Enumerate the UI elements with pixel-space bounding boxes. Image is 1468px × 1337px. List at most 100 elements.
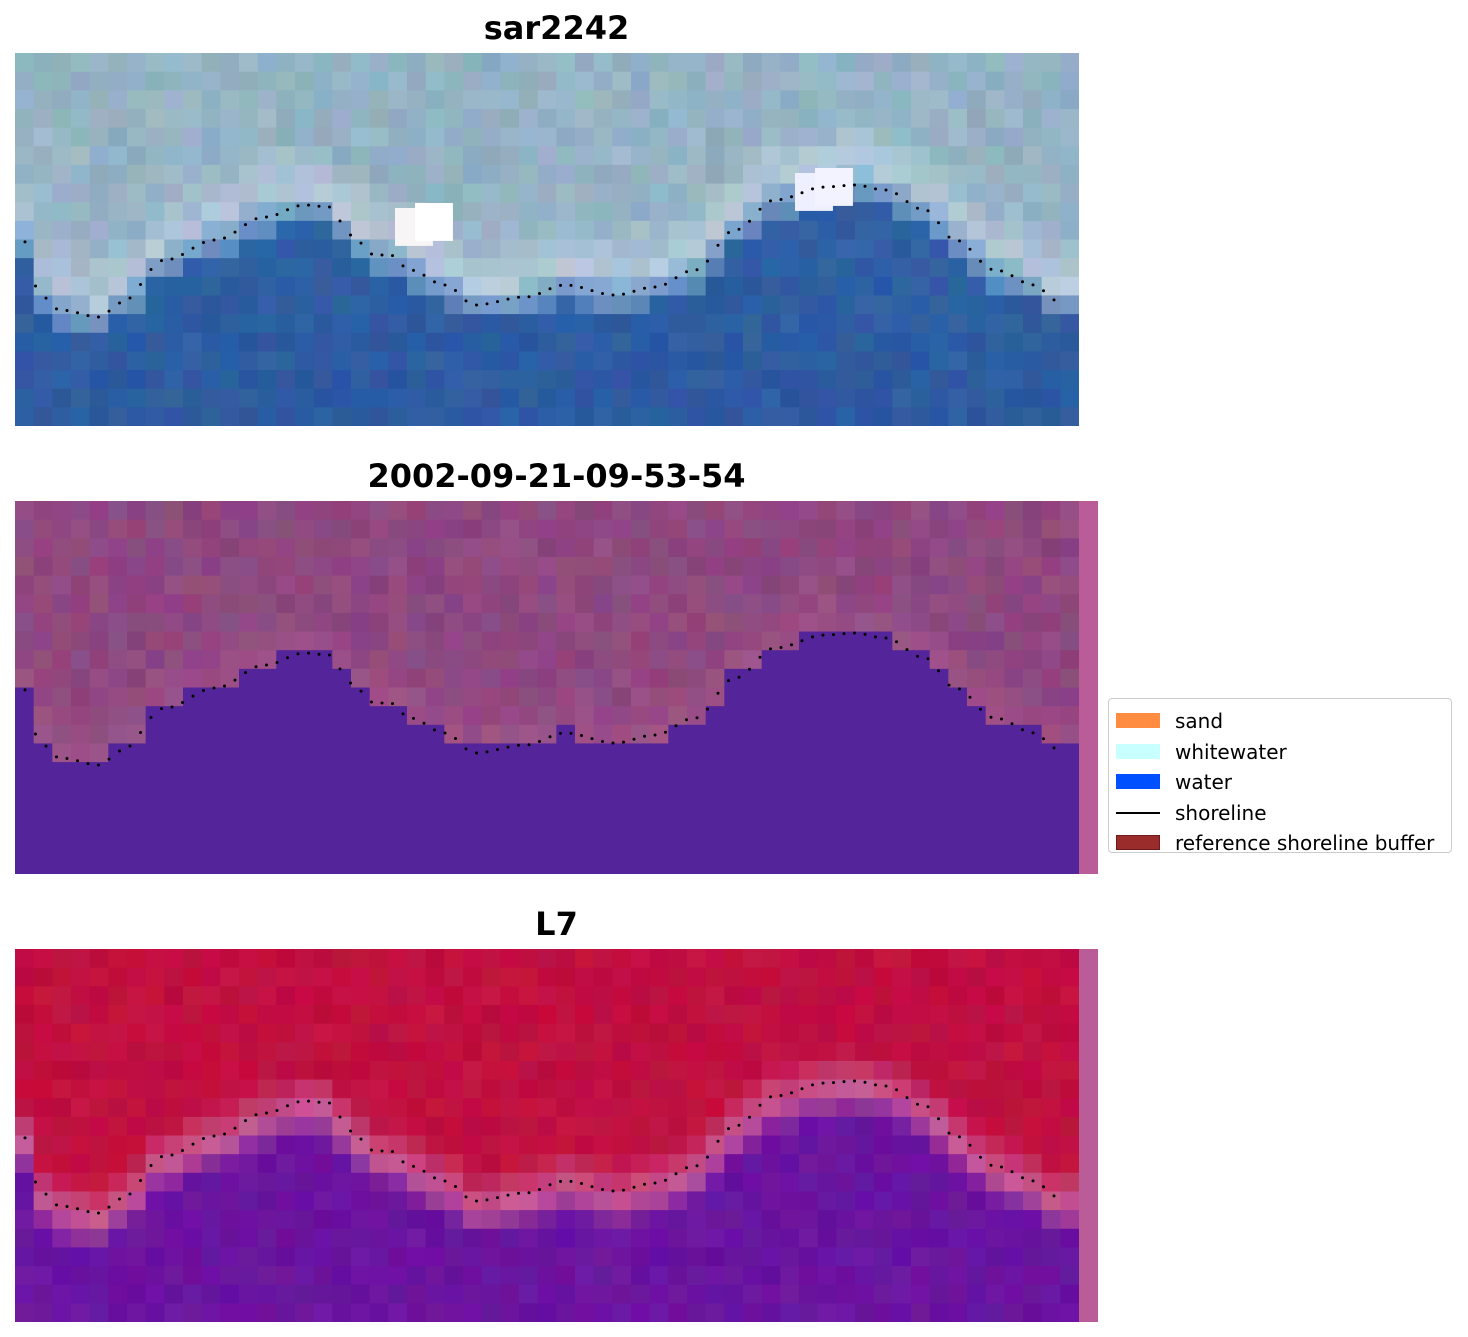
shoreline-dot (223, 236, 226, 240)
shoreline-dot (349, 233, 352, 237)
shoreline-dot (716, 691, 720, 695)
shoreline-dot (769, 647, 772, 651)
shoreline-dot (496, 1196, 499, 1200)
shoreline-dot (947, 1131, 951, 1135)
shoreline-dot (44, 744, 48, 748)
shoreline-dot (842, 1080, 846, 1084)
shoreline-dot (1021, 728, 1024, 732)
shoreline-dot (181, 253, 184, 256)
shoreline-dot (254, 217, 258, 221)
shoreline-dot (937, 1117, 940, 1121)
shoreline-dot (643, 1182, 646, 1186)
shoreline-dot (149, 1164, 153, 1167)
shoreline-dot (433, 280, 436, 284)
shoreline-dot (622, 1188, 625, 1192)
shoreline-dot (275, 213, 279, 216)
shoreline-dot (160, 1155, 163, 1159)
shoreline-dot (590, 737, 594, 741)
shoreline-dot (328, 653, 331, 657)
shoreline-dot (790, 195, 793, 199)
shoreline-dot (1031, 1179, 1035, 1183)
shoreline-dot (286, 1104, 289, 1108)
shoreline-dot (601, 740, 604, 743)
shoreline-dot (622, 740, 625, 744)
shoreline-dot (895, 192, 898, 196)
shoreline-dot (538, 740, 541, 743)
shoreline-dot (737, 1123, 741, 1127)
shoreline-dot (464, 747, 468, 751)
legend-item-whitewater: whitewater (1109, 736, 1451, 767)
shoreline-dot (454, 1185, 457, 1188)
shoreline-dot (548, 287, 552, 291)
shoreline-dot (674, 276, 678, 280)
shoreline-dot (1031, 731, 1035, 735)
shoreline-dots (23, 183, 1056, 319)
shoreline-dot (884, 188, 888, 192)
shoreline-dot (842, 632, 846, 636)
shoreline-dot (559, 731, 562, 735)
shoreline-dot (905, 648, 909, 652)
reference-buffer-strip (1079, 949, 1098, 1322)
legend-item-sand: sand (1109, 705, 1451, 736)
shoreline-dot (128, 1192, 132, 1196)
shoreline-dot (128, 744, 132, 748)
legend-item-shoreline: shoreline (1109, 797, 1451, 828)
shoreline-dot (821, 185, 825, 189)
shoreline-dot (338, 667, 342, 671)
legend-item-water: water (1109, 766, 1451, 797)
shoreline-dot (233, 678, 237, 682)
shoreline-dot (779, 1094, 783, 1097)
shoreline-dot (139, 1179, 142, 1182)
shoreline-dot (149, 716, 153, 719)
shoreline-dot (842, 184, 846, 188)
shoreline-dot (947, 683, 951, 687)
shoreline-dot (55, 755, 58, 759)
shoreline-dot (653, 1181, 657, 1185)
reference-buffer-strip (1079, 501, 1098, 874)
shoreline-dot (821, 633, 825, 637)
shoreline-dot (874, 635, 877, 639)
shoreline-dot (1042, 289, 1045, 293)
shoreline-dot (748, 219, 751, 223)
shoreline-dot (170, 705, 174, 709)
shoreline-dot (874, 187, 877, 191)
shoreline-dot (979, 259, 982, 263)
shoreline-dot (254, 665, 258, 669)
shoreline-dot (328, 1101, 331, 1105)
shoreline-dot (107, 757, 111, 761)
shoreline-dot (569, 731, 573, 735)
shoreline-dot (590, 289, 594, 293)
shoreline-dot (758, 1103, 762, 1107)
shoreline-dot (926, 657, 930, 661)
shoreline-dot (506, 745, 510, 749)
shoreline-dot (149, 268, 153, 271)
shoreline-dot (139, 731, 142, 734)
shoreline-dot (107, 1205, 111, 1209)
shoreline-dot (118, 749, 121, 753)
shoreline-dot (674, 1172, 678, 1176)
shoreline-dot (401, 712, 405, 716)
shoreline-dot (412, 716, 415, 720)
shoreline-dot (706, 707, 709, 711)
shoreline-dot (979, 1155, 982, 1159)
whitewater-swatch (1116, 743, 1160, 759)
shoreline-dot (821, 1081, 825, 1085)
shoreline-dot (853, 631, 856, 635)
shoreline-dot (160, 259, 163, 263)
shoreline-dot (1021, 280, 1024, 284)
shoreline-dot (895, 640, 898, 644)
shoreline-dot (653, 733, 657, 737)
shoreline-dot (989, 715, 993, 719)
shoreline-dot (23, 1136, 27, 1140)
shoreline-dot (580, 286, 583, 289)
shoreline-dot (454, 737, 457, 740)
shoreline-dot (76, 311, 79, 315)
shoreline-dots (23, 1079, 1056, 1215)
shoreline-dot (191, 694, 195, 698)
shoreline-dot (317, 1100, 321, 1104)
shoreline-dot (706, 259, 709, 263)
shoreline-dot (695, 1164, 699, 1168)
shoreline-dot (506, 297, 510, 301)
shoreline-dot (727, 231, 730, 235)
legend-label-water: water (1175, 770, 1232, 794)
